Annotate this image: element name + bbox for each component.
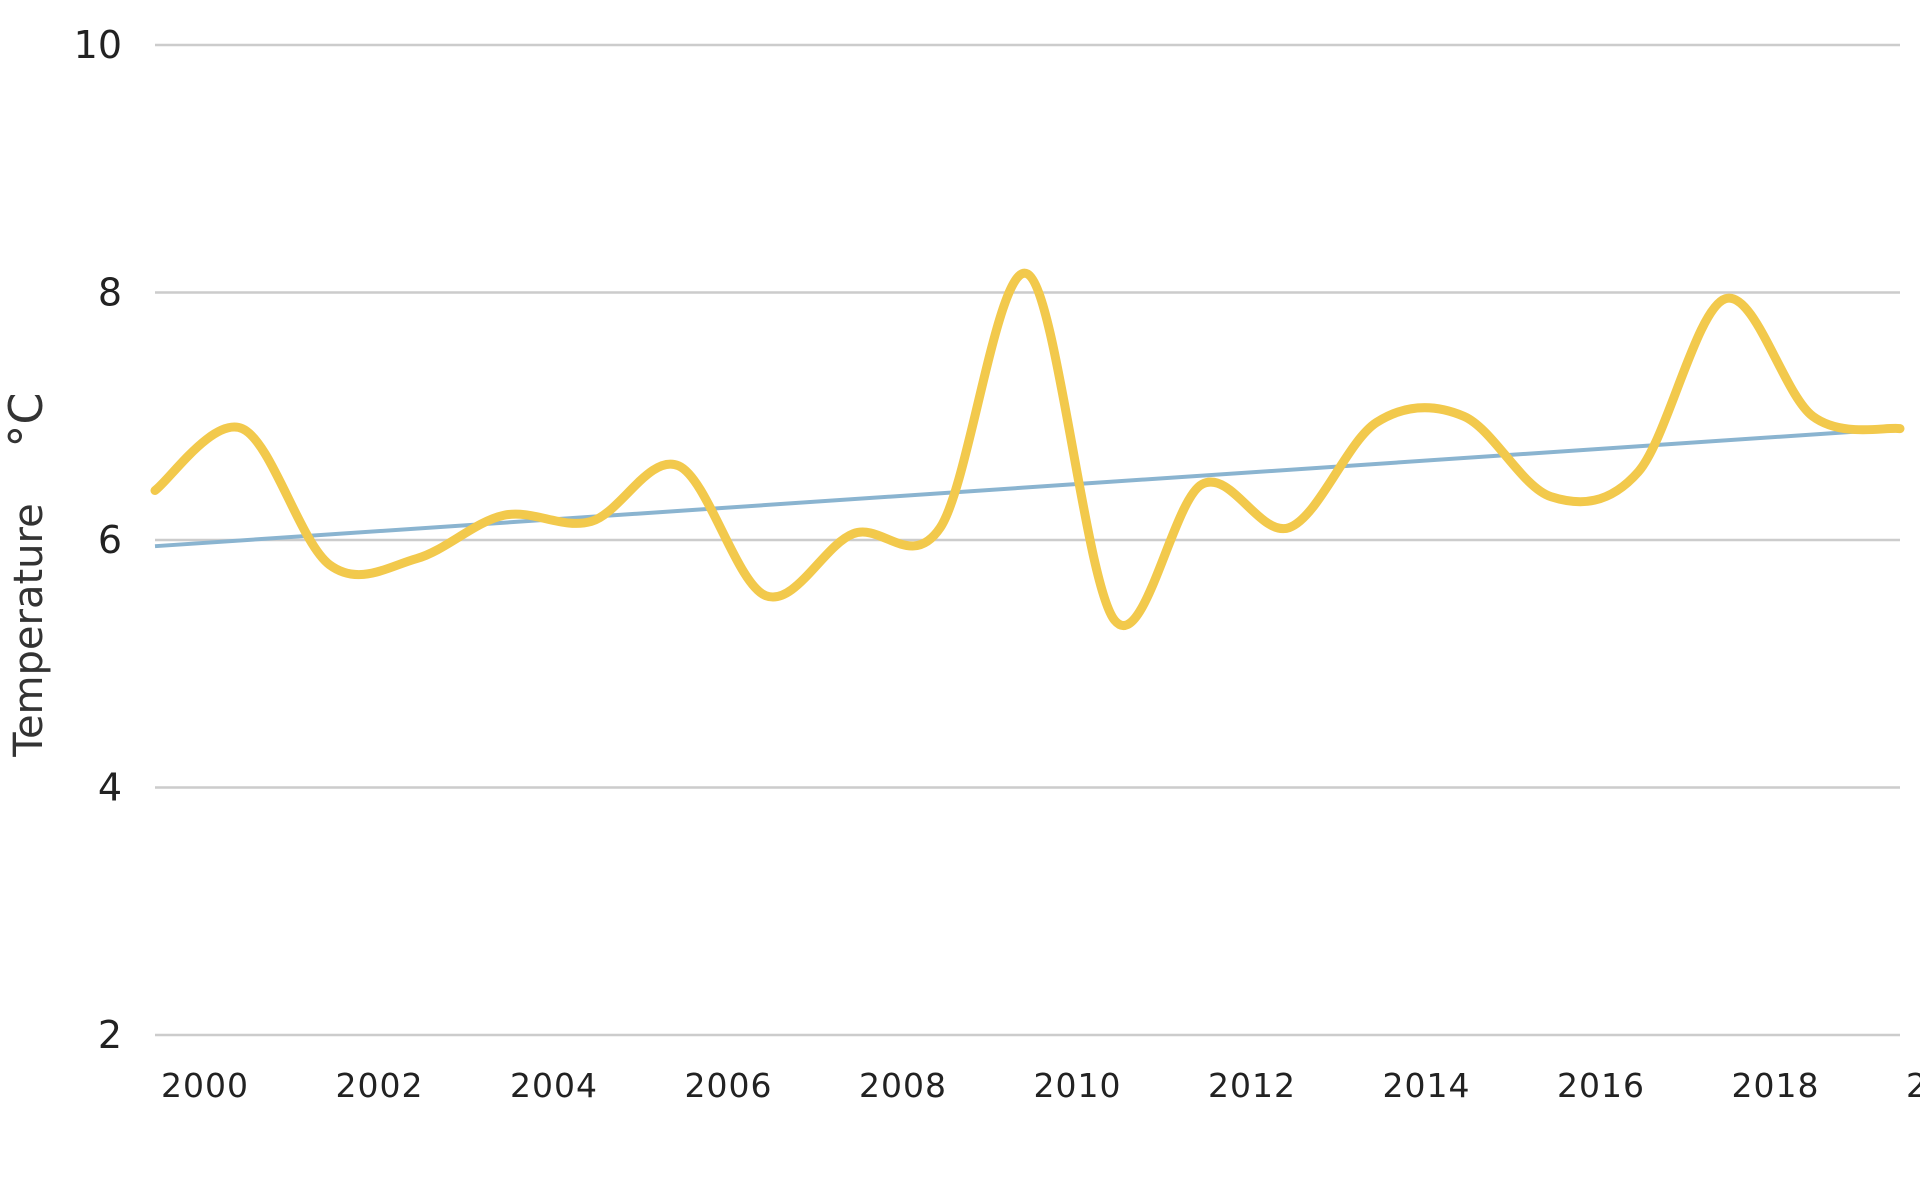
y-axis-unit: °C	[0, 392, 53, 447]
x-tick-label-2016: 2016	[1557, 1066, 1645, 1105]
plot-series	[150, 269, 1905, 630]
x-tick-label-2002: 2002	[336, 1066, 424, 1105]
x-tick-label-2012: 2012	[1208, 1066, 1296, 1105]
x-tick-label-2008: 2008	[859, 1066, 947, 1105]
temperature-series-line	[150, 269, 1905, 630]
y-tick-label-10: 10	[74, 23, 122, 67]
x-axis-tick-labels: 2000 2002 2004 2006 2008 2010 2012 2014 2016 2018…	[161, 1066, 1920, 1105]
gridlines	[155, 43, 1900, 1037]
trend-line	[154, 426, 1901, 549]
x-tick-label-2010: 2010	[1034, 1066, 1122, 1105]
x-tick-label-2006: 2006	[685, 1066, 773, 1105]
x-tick-label-2014: 2014	[1383, 1066, 1471, 1105]
y-tick-label-4: 4	[98, 766, 122, 810]
y-tick-label-2: 2	[98, 1013, 122, 1057]
y-axis-tick-labels: 2 4 6 8 10	[74, 23, 122, 1057]
x-tick-label-2018: 2018	[1732, 1066, 1820, 1105]
y-tick-label-8: 8	[98, 271, 122, 315]
x-tick-label-2004: 2004	[510, 1066, 598, 1105]
y-axis-title: Temperature	[6, 503, 52, 757]
y-tick-label-6: 6	[98, 518, 122, 562]
x-tick-label-2000: 2000	[161, 1066, 249, 1105]
x-tick-label-2020: 2020	[1906, 1066, 1920, 1105]
